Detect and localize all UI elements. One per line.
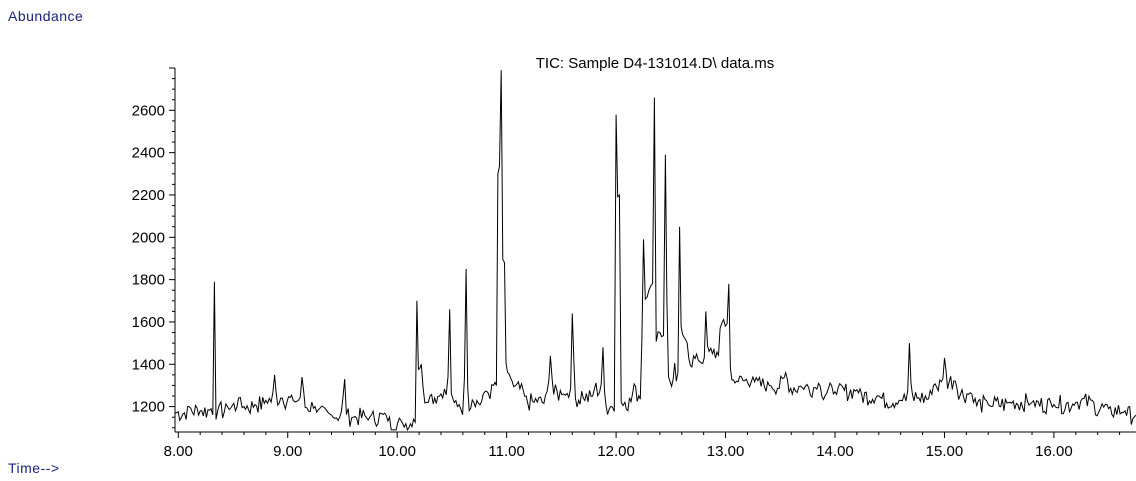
y-tick-label: 1400 [132,356,165,373]
y-axis-ticks: 1200 1400 1600 1800 2000 2200 2400 2600 [132,67,175,429]
chart-title: TIC: Sample D4-131014.D\ data.ms [536,55,774,72]
x-axis-ticks: 8.00 9.00 10.00 11.00 12.00 13.00 14.00 15.00 16… [164,432,1121,460]
x-tick-label: 10.00 [378,443,416,460]
tic-trace-line [174,70,1136,432]
x-tick-label: 14.00 [816,443,854,460]
y-tick-label: 2000 [132,229,165,246]
x-tick-label: 9.00 [273,443,302,460]
x-tick-label: 11.00 [488,443,524,460]
y-axis-title: Abundance [8,8,84,24]
y-tick-label: 1800 [132,272,165,289]
y-tick-label: 2400 [132,145,165,162]
y-tick-label: 1600 [132,314,165,331]
y-tick-label: 1200 [132,399,165,416]
x-tick-label: 8.00 [164,443,193,460]
y-tick-label: 2600 [132,102,165,119]
x-tick-label: 15.00 [926,443,964,460]
x-tick-label: 13.00 [707,443,745,460]
x-axis-title: Time--> [8,460,60,476]
x-tick-label: 12.00 [597,443,635,460]
x-tick-label: 16.00 [1035,443,1073,460]
y-tick-label: 2200 [132,187,165,204]
